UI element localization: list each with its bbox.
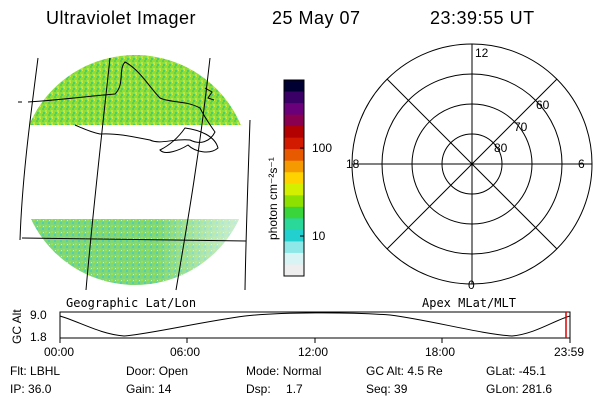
status-door-label: Door: [126,364,156,378]
status-seq: Seq: 39 [366,382,407,396]
mlat-label-70: 70 [514,120,528,134]
mlt-label-0: 0 [468,278,475,292]
colorbar-cell [284,183,304,196]
time-tick-1200: 12:00 [298,345,329,359]
polar-projection-label: Apex MLat/MLT [422,296,516,310]
colorbar-tick-label-100: 100 [312,141,333,155]
time-tick-0000: 00:00 [44,345,75,359]
colorbar-cell [284,149,304,162]
mlat-label-60: 60 [536,98,550,112]
status-glat: GLat: -45.1 [486,364,546,378]
altitude-ytick-max: 9.0 [30,308,47,322]
status-glon-label: GLon: [486,382,519,396]
time-tick-2359: 23:59 [554,345,585,359]
colorbar-cell [284,252,304,265]
mlt-label-12: 12 [475,46,489,60]
status-seq-label: Seq: [366,382,391,396]
time-tick-1800: 18:00 [425,345,456,359]
colorbar [284,80,304,277]
map-projection-label: Geographic Lat/Lon [66,296,197,310]
colorbar-cell [284,206,304,219]
status-gain-value: 14 [158,382,172,396]
status-ip: IP: 36.0 [10,382,51,396]
time-label: 23:39:55 UT [430,8,535,28]
colorbar-cell [284,218,304,231]
altitude-panel [59,311,571,343]
colorbar-cell [284,172,304,185]
status-flt-label: Flt: [10,364,27,378]
colorbar-cell [284,137,304,150]
colorbar-label: photon cm⁻²s⁻¹ [266,157,280,240]
mlt-label-18: 18 [346,157,360,171]
status-dsp: Dsp: 1.7 [246,382,303,396]
status-door: Door: Open [126,364,188,378]
status-dsp-value: 1.7 [286,382,303,396]
colorbar-cell [284,126,304,139]
colorbar-cell [284,241,304,254]
colorbar-cell [284,264,304,277]
time-tick-0600: 06:00 [170,345,201,359]
mlt-label-6: 6 [578,157,585,171]
uvi-image-upper [20,55,250,125]
colorbar-cell [284,91,304,104]
altitude-curve [59,312,571,337]
status-gain-label: Gain: [126,382,155,396]
status-mode-value: Normal [282,364,322,378]
colorbar-cell [284,229,304,242]
date-label: 25 May 07 [272,8,361,28]
altitude-ytick-min: 1.8 [30,330,47,344]
status-gain: Gain: 14 [126,382,171,396]
status-ip-label: IP: [10,382,25,396]
geographic-grid [19,57,251,291]
colorbar-frame [283,79,305,277]
coastline [18,61,219,153]
colorbar-cell [284,103,304,116]
colorbar-cell [284,160,304,173]
status-ip-value: 36.0 [28,382,52,396]
status-gcalt-label: GC Alt: [366,364,405,378]
colorbar-tick-label-10: 10 [312,229,326,243]
status-glon-value: 281.6 [522,382,553,396]
status-glat-label: GLat: [486,364,516,378]
status-mode: Mode: Normal [246,364,321,378]
status-dsp-label: Dsp: [246,382,271,396]
status-door-value: Open [158,364,189,378]
status-flt-value: LBHL [30,364,61,378]
status-gcalt: GC Alt: 4.5 Re [366,364,443,378]
altitude-ylabel: GC Alt [10,309,24,344]
colorbar-cell [284,80,304,93]
status-flt: Flt: LBHL [10,364,60,378]
instrument-title: Ultraviolet Imager [46,8,197,28]
uvi-image-lower [20,219,250,285]
colorbar-cell [284,195,304,208]
colorbar-cell [284,114,304,127]
mlat-label-80: 80 [494,141,508,155]
polar-grid [351,43,593,285]
status-glat-value: -45.1 [518,364,547,378]
status-seq-value: 39 [394,382,408,396]
status-mode-label: Mode: [246,364,280,378]
status-gcalt-value: 4.5 Re [407,364,443,378]
status-glon: GLon: 281.6 [486,382,552,396]
